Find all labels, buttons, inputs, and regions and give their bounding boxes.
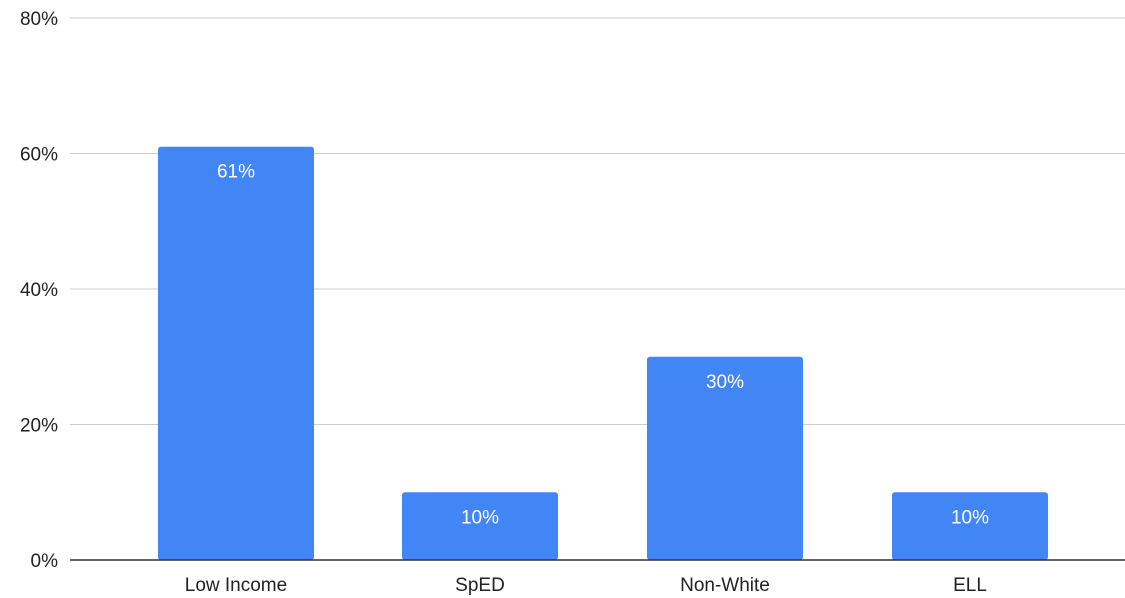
bar-data-label: 61% xyxy=(217,162,255,183)
bar xyxy=(647,356,803,560)
bar xyxy=(892,492,1048,560)
x-category-label: Low Income xyxy=(185,575,287,596)
x-category-label: ELL xyxy=(953,575,987,596)
y-tick-label: 80% xyxy=(20,9,58,30)
x-axis-category-labels: Low Income SpED Non-White ELL xyxy=(185,575,987,596)
bars xyxy=(158,146,1048,560)
bar xyxy=(158,146,314,560)
bar xyxy=(402,492,558,560)
y-tick-label: 20% xyxy=(20,416,58,437)
data-labels: 61% 10% 30% 10% xyxy=(217,162,989,529)
x-category-label: Non-White xyxy=(680,575,770,596)
y-axis-tick-labels: 0% 20% 40% 60% 80% xyxy=(20,9,58,572)
y-tick-label: 40% xyxy=(20,280,58,301)
x-category-label: SpED xyxy=(455,575,505,596)
bar-data-label: 10% xyxy=(951,507,989,528)
y-tick-label: 60% xyxy=(20,145,58,166)
y-tick-label: 0% xyxy=(31,551,59,572)
bar-data-label: 30% xyxy=(706,372,744,393)
bar-data-label: 10% xyxy=(461,507,499,528)
